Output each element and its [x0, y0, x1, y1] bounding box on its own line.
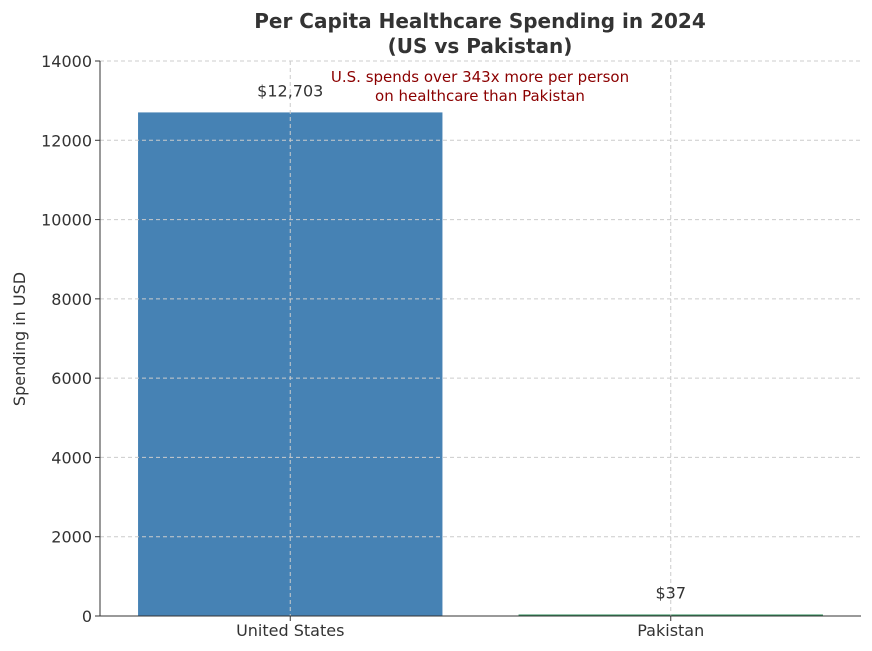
y-tick-label: 4000: [51, 448, 92, 467]
x-ticks: United States Pakistan: [236, 616, 704, 640]
x-tick-label: Pakistan: [637, 621, 704, 640]
y-axis-label: Spending in USD: [10, 272, 29, 406]
axes: [99, 61, 861, 617]
bars: [138, 112, 823, 617]
y-tick-label: 6000: [51, 369, 92, 388]
chart-title-line-2: (US vs Pakistan): [388, 34, 573, 58]
value-labels: $12,703 $37: [257, 81, 686, 602]
y-tick-label: 0: [82, 607, 92, 626]
chart-title-line-1: Per Capita Healthcare Spending in 2024: [254, 9, 706, 33]
y-tick-label: 8000: [51, 290, 92, 309]
x-tick-label: United States: [236, 621, 344, 640]
bar-value-label: $37: [655, 584, 686, 603]
y-tick-label: 12000: [41, 131, 92, 150]
annotation-line-2: on healthcare than Pakistan: [375, 87, 585, 105]
y-ticks: 0 2000 4000 6000 8000 10000 12000 14000: [41, 52, 100, 626]
bar-value-label: $12,703: [257, 81, 323, 100]
y-tick-label: 10000: [41, 211, 92, 230]
gridlines: [100, 60, 861, 616]
annotation-line-1: U.S. spends over 343x more per person: [331, 68, 629, 86]
y-tick-label: 14000: [41, 52, 92, 71]
y-tick-label: 2000: [51, 528, 92, 547]
